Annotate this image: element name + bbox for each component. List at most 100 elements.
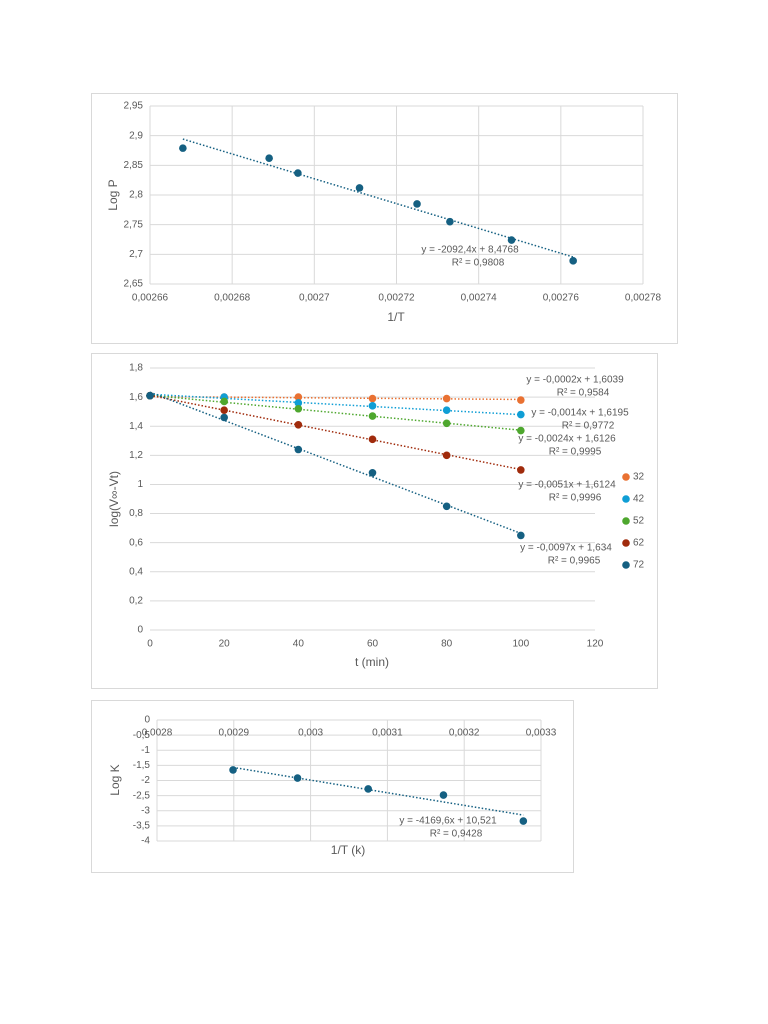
trendline (149, 394, 521, 471)
y-tick-label: 2,95 (124, 101, 144, 112)
x-tick-label: 100 (512, 639, 529, 650)
y-tick-label: 1,4 (129, 421, 143, 432)
data-point (446, 217, 454, 226)
trendline-equation: y = -2092,4x + 8,4768 (421, 245, 519, 256)
legend-marker (622, 473, 630, 481)
y-tick-label: 0,6 (129, 537, 143, 548)
data-point (368, 402, 377, 410)
data-point (368, 469, 377, 477)
y-tick-label: -0,5 (133, 730, 151, 741)
data-point (519, 817, 528, 825)
data-point (507, 236, 516, 244)
data-point (294, 420, 303, 429)
y-tick-label: 0,2 (129, 596, 143, 607)
legend-label: 42 (633, 494, 645, 505)
x-axis-title: 1/T (387, 310, 405, 324)
y-tick-label: 0 (137, 625, 143, 636)
trendline-r2: R² = 0,9808 (452, 258, 505, 269)
data-point (439, 791, 448, 799)
data-point (294, 404, 303, 413)
data-point (220, 397, 228, 406)
trendline-r2: R² = 0,9584 (557, 388, 610, 399)
trendline (182, 138, 574, 258)
trendline (149, 394, 521, 431)
y-tick-label: -2 (141, 775, 150, 786)
y-tick-label: 2,65 (124, 279, 144, 290)
x-tick-label: 0,00278 (625, 293, 662, 304)
data-point (442, 406, 451, 415)
x-tick-label: 0,0033 (526, 728, 557, 739)
legend-label: 62 (633, 538, 645, 549)
data-point (569, 257, 577, 265)
x-tick-label: 0 (147, 639, 153, 650)
x-tick-label: 0,00276 (543, 293, 580, 304)
y-tick-label: 0,4 (129, 566, 143, 577)
legend-marker (622, 561, 630, 569)
trendline (149, 395, 521, 401)
data-point (294, 399, 303, 407)
trendline-r2: R² = 0,9965 (548, 556, 601, 567)
trendline-r2: R² = 0,9996 (549, 493, 602, 504)
y-tick-label: -3 (141, 805, 150, 816)
trendline-equation: y = -0,0051x + 1,6124 (518, 480, 616, 491)
y-tick-label: 2,9 (129, 130, 143, 141)
y-axis-title: log(V∞-Vt) (107, 471, 121, 527)
data-point (355, 184, 364, 192)
y-tick-label: 1 (137, 479, 143, 490)
legend-label: 32 (633, 472, 645, 483)
data-point (294, 445, 303, 454)
x-tick-label: 0,00272 (378, 293, 415, 304)
x-tick-label: 0,003 (298, 728, 323, 739)
y-tick-label: 1,2 (129, 450, 143, 461)
data-point (517, 426, 525, 435)
data-point (413, 200, 421, 208)
data-point (368, 394, 377, 403)
data-point (517, 396, 525, 404)
y-axis-title: Log P (106, 179, 120, 210)
data-point (368, 435, 377, 444)
y-tick-label: -1,5 (133, 760, 151, 771)
data-point (265, 154, 273, 163)
data-point (442, 419, 451, 428)
chart-frame (91, 93, 678, 344)
x-tick-label: 0,00268 (214, 293, 251, 304)
x-tick-label: 120 (587, 639, 604, 650)
data-point (220, 406, 228, 415)
y-tick-label: -2,5 (133, 790, 151, 801)
x-tick-label: 0,0029 (219, 728, 250, 739)
y-tick-label: -3,5 (133, 821, 151, 832)
data-point (368, 412, 377, 420)
trendline-r2: R² = 0,9772 (562, 421, 615, 432)
y-tick-label: 2,75 (124, 219, 144, 230)
x-tick-label: 0,00266 (132, 293, 169, 304)
y-tick-label: 0,8 (129, 508, 143, 519)
x-tick-label: 20 (219, 639, 231, 650)
y-tick-label: 1,8 (129, 363, 143, 374)
legend-marker (622, 495, 630, 503)
x-tick-label: 40 (293, 639, 305, 650)
data-point (517, 466, 525, 474)
legend-label: 52 (633, 516, 645, 527)
chart-frame (91, 700, 574, 873)
data-point (294, 169, 302, 177)
trendline-equation: y = -0,0097x + 1,634 (520, 543, 612, 554)
trendline (232, 766, 524, 816)
trendline (149, 393, 521, 416)
x-tick-label: 0,0027 (299, 293, 330, 304)
data-point (517, 410, 525, 419)
trendline-equation: y = -0,0014x + 1,6195 (531, 408, 629, 419)
x-tick-label: 0,0031 (372, 728, 403, 739)
data-point (229, 766, 237, 774)
y-tick-label: 2,8 (129, 190, 143, 201)
data-point (364, 785, 373, 793)
y-axis-title: Log K (108, 764, 122, 795)
data-point (517, 531, 525, 540)
trendline-r2: R² = 0,9428 (430, 829, 483, 840)
x-tick-label: 0,0028 (142, 728, 173, 739)
data-point (293, 774, 302, 782)
trendline-equation: y = -0,0024x + 1,6126 (518, 434, 616, 445)
legend-label: 72 (633, 560, 645, 571)
data-point (442, 394, 451, 403)
legend-marker (622, 539, 630, 547)
